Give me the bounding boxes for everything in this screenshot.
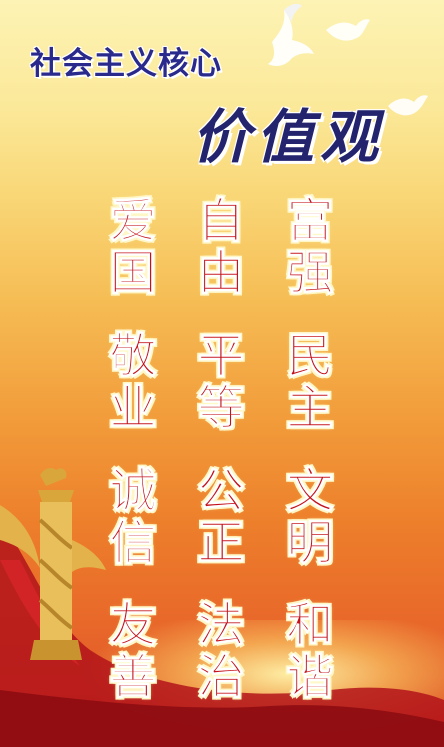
dove-icon [326,19,370,41]
value-item: 和谐 [280,598,340,705]
page-subtitle-calligraphy: 价值观 [192,103,385,171]
value-char: 诚 [109,464,157,519]
value-item: 平等 [191,329,251,436]
value-char: 治 [197,650,245,705]
value-item: 诚信 [103,464,163,571]
value-item: 爱国 [103,194,163,301]
value-item: 文明 [280,464,340,571]
value-char: 敬 [109,329,157,384]
value-char: 正 [197,516,245,571]
value-char: 公 [197,464,245,519]
value-item: 民主 [280,329,340,436]
value-char: 善 [109,650,157,705]
value-item: 敬业 [103,329,163,436]
value-item: 公正 [191,464,251,571]
value-char: 谐 [286,650,334,705]
value-char: 民 [286,329,334,384]
value-item: 友善 [103,598,163,705]
value-char: 信 [109,516,157,571]
value-char: 和 [286,598,334,653]
value-char: 友 [109,598,157,653]
value-char: 主 [286,381,334,436]
value-char: 爱 [109,194,157,249]
value-item: 富强 [280,194,340,301]
value-char: 法 [197,598,245,653]
value-char: 富 [286,194,334,249]
value-char: 文 [286,464,334,519]
value-char: 由 [197,246,245,301]
huabiao-pillar-icon [0,467,106,660]
page-title: 社会主义核心 [30,46,222,82]
value-char: 业 [109,381,157,436]
value-char: 强 [286,246,334,301]
dove-icon [268,3,314,66]
value-char: 等 [197,381,245,436]
value-item: 自由 [191,194,251,301]
value-char: 明 [286,516,334,571]
value-char: 国 [109,246,157,301]
value-item: 法治 [191,598,251,705]
value-char: 平 [197,329,245,384]
dove-icon [388,95,428,116]
value-char: 自 [197,194,245,249]
